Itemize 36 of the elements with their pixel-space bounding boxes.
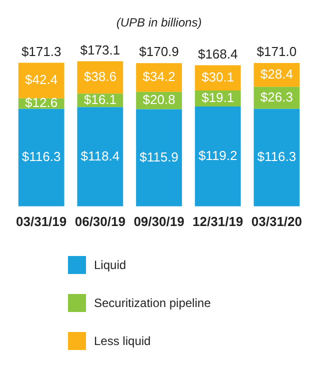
x-tick-label: 06/30/19 [74,214,126,229]
total-label: $168.4 [198,46,238,62]
bar [194,106,241,206]
x-tick-label: 12/31/19 [192,214,244,229]
chart-title: (UPB in billions) [116,16,202,30]
legend-label: Liquid [94,258,126,272]
bar [18,108,64,206]
data-label: $34.2 [142,69,176,84]
data-label: $116.3 [257,149,296,164]
total-label: $173.1 [80,42,120,58]
data-label: $118.4 [80,148,120,164]
data-label: $26.3 [260,89,293,104]
data-label: $38.6 [84,69,116,84]
x-tick-label: 03/31/20 [251,214,302,229]
data-label: $42.4 [25,72,58,88]
data-label: $30.1 [202,69,234,84]
bar [254,108,300,206]
data-label: $16.1 [84,92,116,107]
bar [77,107,124,206]
x-tick-label: 09/30/19 [134,214,184,229]
data-label: $119.2 [198,148,238,164]
data-label: $19.1 [202,90,234,106]
bar [18,62,64,98]
data-label: $12.6 [25,95,58,110]
total-label: $171.0 [256,44,297,60]
total-label: $170.9 [139,44,179,60]
data-label: $20.8 [142,92,176,108]
bar [136,109,182,206]
legend-label: Less liquid [94,334,151,348]
bar [136,63,182,92]
legend-label: Securitization pipeline [94,296,211,310]
data-label: $115.9 [140,149,178,164]
total-label: $171.3 [21,44,62,59]
data-label: $28.4 [260,66,293,82]
x-tick-label: 03/31/19 [16,214,67,229]
data-label: $116.3 [22,149,61,164]
